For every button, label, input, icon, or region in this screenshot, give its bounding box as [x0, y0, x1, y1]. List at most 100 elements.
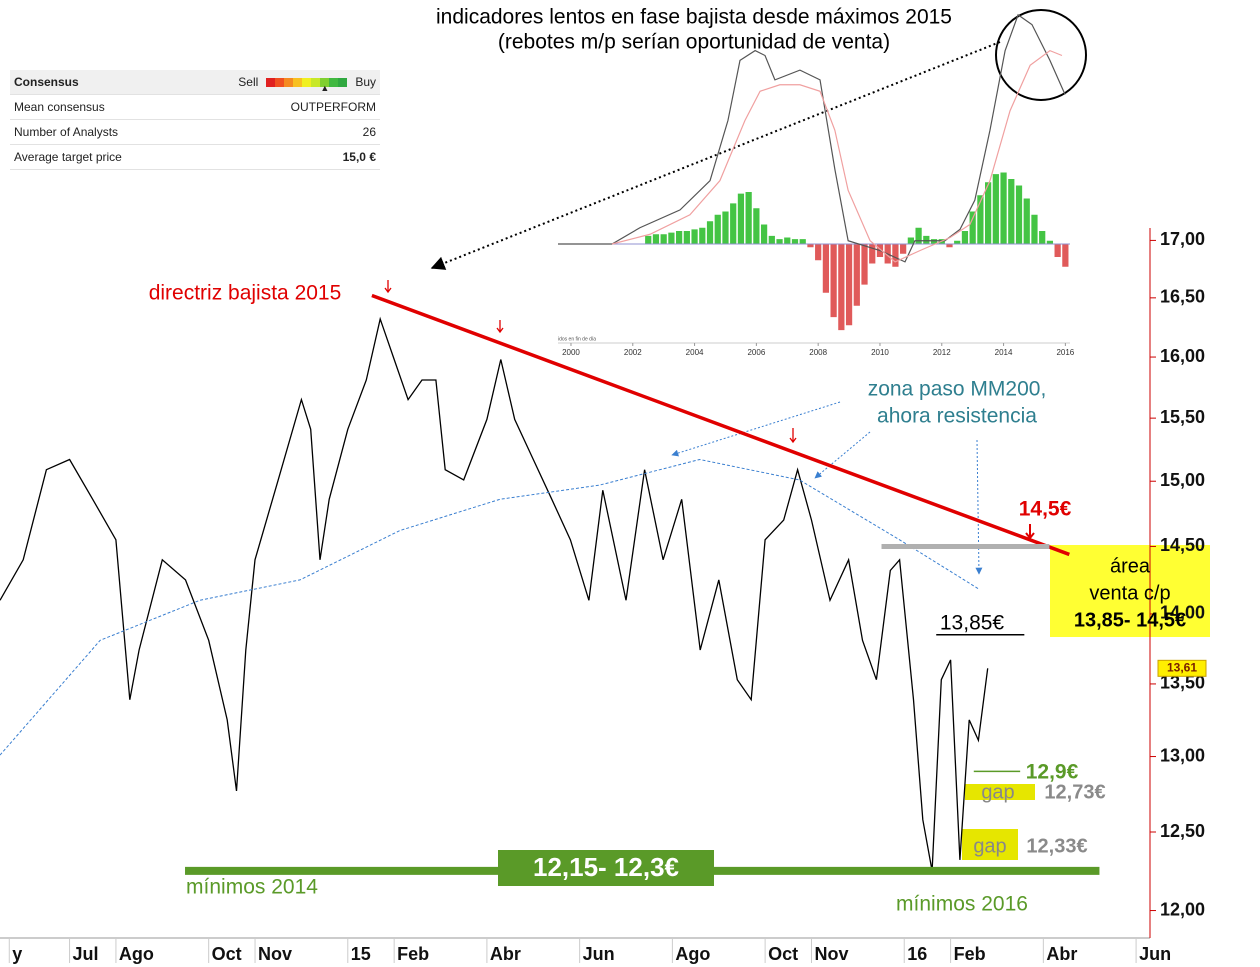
consensus-title: Consensus: [14, 75, 79, 89]
row-value: OUTPERFORM: [290, 100, 376, 114]
trendline-label: directriz bajista 2015: [149, 282, 342, 305]
sell-area-box: [1050, 545, 1210, 637]
last-price-tag: [1157, 659, 1207, 677]
histogram-bar: [676, 231, 683, 244]
indicator-line: [611, 49, 1063, 263]
x-tick-label: Jun: [583, 944, 615, 964]
indicator-line: [558, 13, 1066, 263]
histogram-bar: [853, 244, 860, 306]
y-tick-label: 15,50: [1160, 407, 1205, 427]
histogram-bar: [652, 234, 660, 244]
histogram-bar: [822, 244, 830, 293]
annotation: 13,85- 14,5€: [1074, 609, 1186, 631]
histogram-bar: [861, 244, 868, 285]
gap-tag: gap: [973, 835, 1006, 857]
histogram-bar: [985, 182, 992, 244]
histogram-bar: [830, 244, 837, 318]
x-tick-label: Ago: [675, 944, 710, 964]
annotation: venta c/p: [1089, 582, 1170, 604]
histogram-bar: [799, 239, 806, 244]
inset-tick-label: 2014: [995, 348, 1013, 357]
x-tick-label: Oct: [768, 944, 798, 964]
histogram-bar: [900, 244, 907, 254]
histogram-bar: [845, 244, 853, 326]
level-label: 13,85€: [940, 612, 1005, 635]
consensus-row: Mean consensus OUTPERFORM: [10, 95, 380, 120]
histogram-bar: [753, 208, 760, 244]
histogram-bar: [660, 234, 667, 244]
y-tick-label: 12,50: [1160, 821, 1205, 841]
last-price-label: 13,61: [1167, 660, 1197, 674]
histogram-bar: [1023, 198, 1030, 244]
inset-tick-label: 2012: [933, 348, 951, 357]
y-tick-label: 16,00: [1160, 346, 1205, 366]
pointer-arrow: [671, 401, 841, 457]
histogram-bar: [992, 174, 999, 244]
peak-arrow: [1025, 524, 1035, 540]
x-tick-label: Feb: [954, 944, 986, 964]
histogram-bar: [977, 195, 984, 244]
row-label: Average target price: [14, 150, 122, 164]
pointer-arrow: [430, 41, 1001, 270]
histogram-bar: [683, 231, 690, 244]
histogram-bar: [815, 244, 822, 261]
histogram-bar: [1008, 179, 1015, 244]
histogram-bar: [730, 203, 737, 244]
histogram-bar: [691, 229, 698, 244]
y-tick-label: 13,50: [1160, 673, 1205, 693]
y-tick-label: 12,00: [1160, 899, 1205, 919]
histogram-bar: [768, 235, 775, 244]
inset-note: idos en fin de día: [558, 336, 596, 342]
inset-tick-label: 2000: [562, 348, 580, 357]
price-line: [0, 316, 989, 872]
x-tick-label: Abr: [490, 944, 521, 964]
row-label: Mean consensus: [14, 100, 105, 114]
histogram-bar: [791, 239, 799, 244]
histogram-bar: [923, 235, 930, 244]
gap-box: [962, 829, 1018, 860]
histogram-bar: [784, 237, 791, 244]
histogram-bar: [645, 235, 652, 244]
level-label-box: [498, 850, 714, 886]
histogram-bar: [699, 227, 706, 244]
y-tick-label: 13,00: [1160, 745, 1205, 765]
inset-tick-label: 2002: [624, 348, 642, 357]
moving-average: [0, 458, 980, 756]
histogram-bar: [838, 244, 845, 331]
x-tick-label: Nov: [258, 944, 292, 964]
annotation: indicadores lentos en fase bajista desde…: [436, 6, 952, 29]
histogram-bar: [737, 193, 745, 244]
histogram-bar: [1000, 172, 1007, 244]
histogram-bar: [915, 227, 922, 244]
x-tick-label: Jun: [1139, 944, 1171, 964]
histogram-bar: [1046, 240, 1054, 244]
x-tick-label: Abr: [1046, 944, 1077, 964]
level-label: 12,15- 12,3€: [533, 852, 679, 882]
gap-tag: gap: [981, 781, 1014, 803]
histogram-bar: [714, 214, 721, 244]
histogram-bar: [1062, 244, 1069, 267]
histogram-bar: [745, 192, 752, 244]
consensus-table: Consensus Sell ▲ Buy Mean consensus OUTPE…: [10, 70, 380, 170]
level-label: 12,9€: [1026, 761, 1079, 784]
annotation: mínimos 2014: [186, 876, 318, 899]
row-label: Number of Analysts: [14, 125, 119, 139]
x-tick-label: 16: [907, 944, 927, 964]
y-tick-label: 15,00: [1160, 470, 1205, 490]
row-value: 26: [362, 125, 376, 139]
x-tick-label: 15: [351, 944, 371, 964]
y-tick-label: 16,50: [1160, 287, 1205, 307]
histogram-bar: [760, 224, 768, 244]
annotation: (rebotes m/p serían oportunidad de venta…: [498, 31, 890, 54]
y-tick-label: 14,50: [1160, 535, 1205, 555]
histogram-bar: [1054, 244, 1061, 257]
histogram-bar: [946, 244, 953, 248]
peak-arrow: [384, 280, 392, 294]
consensus-scale: Sell ▲ Buy: [238, 75, 376, 93]
histogram-bar: [961, 231, 969, 244]
y-tick-label: 17,00: [1160, 229, 1205, 249]
histogram-bar: [869, 244, 876, 264]
histogram-bar: [892, 244, 899, 267]
